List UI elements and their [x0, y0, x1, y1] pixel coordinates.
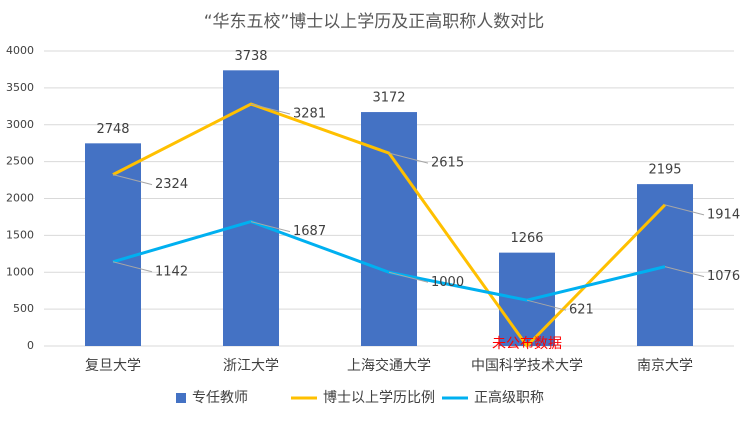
line-value-label: 1687: [293, 224, 326, 239]
legend-label: 专任教师: [192, 390, 248, 406]
y-tick-label: 1500: [6, 228, 34, 241]
legend-label: 正高级职称: [474, 389, 544, 406]
annotation: 未公布数据: [492, 336, 562, 352]
leader-line: [388, 152, 429, 164]
x-tick-label: 浙江大学: [223, 358, 279, 374]
bar-value-label: 3738: [234, 49, 267, 64]
line-value-label: 1076: [707, 269, 740, 284]
leader-line: [388, 271, 429, 283]
chart-title: “华东五校”博士以上学历及正高职称人数对比: [204, 12, 545, 32]
bar: [361, 112, 417, 346]
bar-value-label: 2195: [648, 163, 681, 178]
x-tick-label: 南京大学: [637, 358, 693, 374]
y-tick-label: 2500: [6, 155, 34, 168]
leader-line: [250, 103, 291, 115]
leader-line: [526, 299, 567, 311]
bar-value-label: 3172: [372, 91, 405, 106]
x-tick-label: 中国科学技术大学: [471, 358, 583, 374]
y-tick-label: 4000: [6, 44, 34, 57]
bar-value-label: 2748: [96, 122, 129, 137]
leader-line: [112, 261, 153, 273]
bar: [85, 143, 141, 346]
leader-line: [664, 204, 705, 216]
line-value-label: 3281: [293, 107, 326, 122]
y-tick-label: 2000: [6, 192, 34, 205]
bar: [223, 70, 279, 346]
line-value-label: 2615: [431, 156, 464, 171]
legend-swatch: [176, 393, 186, 403]
leader-line: [250, 221, 291, 233]
y-tick-label: 0: [27, 339, 34, 352]
x-tick-label: 上海交通大学: [347, 357, 431, 374]
y-tick-label: 500: [13, 302, 34, 315]
bar-value-label: 1266: [510, 231, 543, 246]
bar: [637, 184, 693, 346]
y-tick-label: 1000: [6, 265, 34, 278]
line-value-label: 1914: [707, 207, 740, 222]
leader-line: [664, 266, 705, 278]
y-tick-label: 3500: [6, 81, 34, 94]
line-value-label: 1142: [155, 264, 188, 279]
line-value-label: 1000: [431, 275, 464, 290]
y-tick-label: 3000: [6, 118, 34, 131]
line-value-label: 621: [569, 303, 594, 318]
leader-line: [112, 174, 153, 186]
line-value-label: 2324: [155, 177, 188, 192]
x-tick-label: 复旦大学: [85, 357, 141, 374]
legend-label: 博士以上学历比例: [323, 389, 435, 406]
